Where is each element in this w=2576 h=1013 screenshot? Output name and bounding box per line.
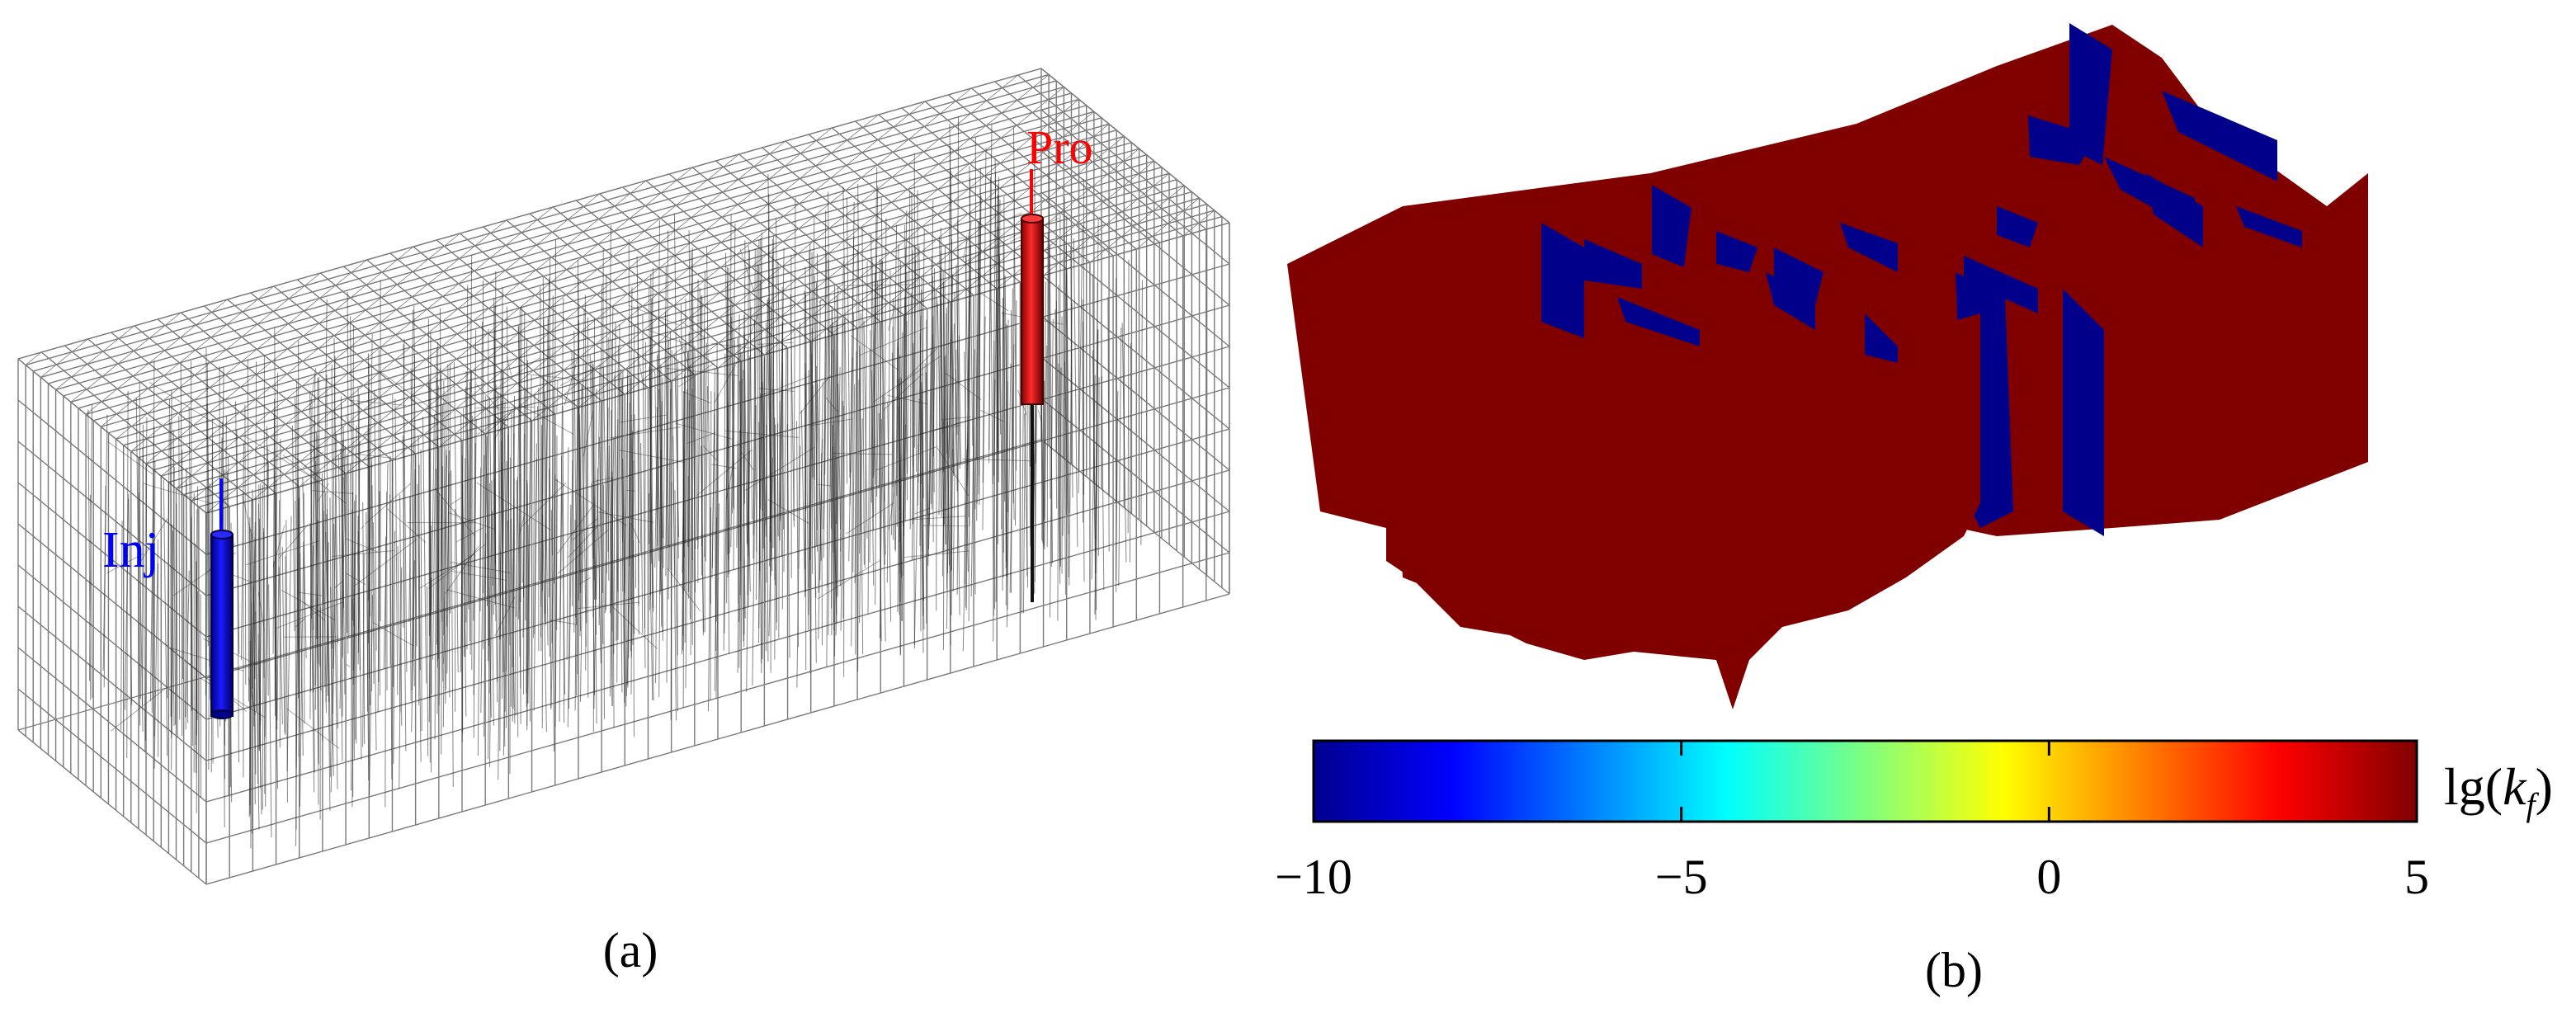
fracture-plane-low-perm-18: [1584, 239, 1642, 289]
injector-well-bore: [210, 534, 234, 717]
fracture-plane-low-perm-19: [1617, 297, 1700, 346]
fracture-plane-low-perm-17: [1541, 223, 1584, 338]
producer-well-label: Pro: [1026, 120, 1093, 174]
panel-a-caption: (a): [603, 923, 658, 978]
colorbar-tick-label-2: 0: [2036, 850, 2061, 904]
fracture-plane-low-perm-11: [1774, 247, 1823, 305]
producer-well-top: [1021, 214, 1044, 224]
fracture-plane-low-perm-9: [1716, 231, 1757, 272]
fracture-plane-low-perm-3: [2162, 91, 2277, 181]
panel-b-fracture-permeability: −10 −5 0 5 lg(kf) (b): [1275, 23, 2553, 997]
colorbar-gradient: [1312, 739, 2418, 823]
fracture-planes: [1287, 23, 2368, 709]
colorbar-ticks: −10 −5 0 5: [1275, 741, 2429, 904]
fracture-plane-high-perm-16: [1386, 243, 1980, 709]
producer-well-bore: [1021, 218, 1044, 405]
colorbar-label: lg(kf): [2444, 757, 2553, 823]
fracture-plane-low-perm-15: [2063, 289, 2104, 536]
fracture-plane-low-perm-2: [2028, 115, 2096, 165]
colorbar-tick-label-3: 5: [2404, 850, 2429, 904]
fracture-plane-low-perm-20: [1766, 272, 1815, 330]
colorbar-tick-label-1: −5: [1655, 850, 1708, 904]
fracture-plane-low-perm-12: [1964, 256, 2038, 313]
injector-well-bottom: [210, 709, 234, 719]
injector-well: Inj: [102, 478, 234, 719]
fracture-plane-low-perm-6: [2236, 206, 2302, 247]
fracture-mesh-lines: [87, 116, 1143, 849]
fracture-plane-low-perm-1: [2069, 23, 2112, 165]
panel-a-mesh-view: Inj Pro (a): [17, 68, 1230, 978]
fracture-plane-low-perm-21: [1865, 313, 1898, 363]
colorbar-tick-label-0: −10: [1275, 850, 1352, 904]
producer-well: Pro: [1021, 120, 1093, 602]
fracture-plane-low-perm-13: [1997, 206, 2038, 247]
fracture-plane-low-perm-8: [1652, 185, 1691, 272]
panel-b-caption: (b): [1925, 943, 1983, 997]
injector-well-top: [210, 530, 234, 539]
fracture-plane-low-perm-10: [1840, 223, 1898, 272]
fracture-plane-low-perm-5: [2145, 173, 2203, 247]
colorbar: −10 −5 0 5 lg(kf): [1275, 739, 2553, 904]
injector-well-label: Inj: [102, 522, 159, 578]
